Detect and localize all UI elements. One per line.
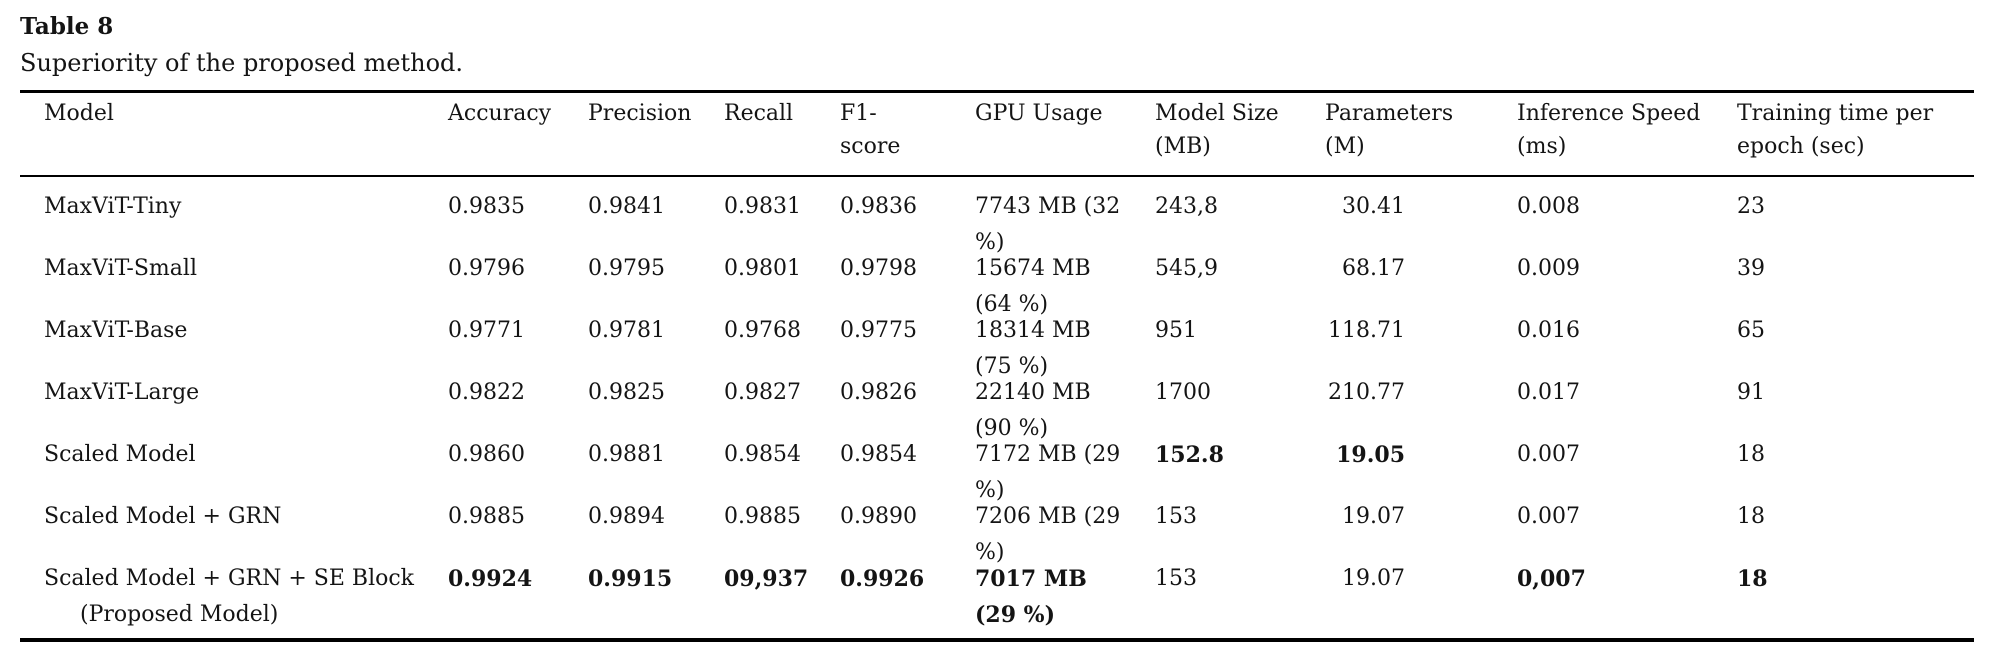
table-cell: 0.9836 [840, 194, 917, 219]
table-cell: 153 [1155, 504, 1197, 529]
table-number: Table 8 [20, 13, 114, 40]
table-cell: 0.9775 [840, 318, 917, 343]
table-row: Scaled Model + GRN 0.9885 0.9894 0.9885 0.98… [44, 499, 1974, 565]
table-cell: 0.9915 [588, 566, 673, 592]
table-cell: 0.9854 [840, 442, 917, 467]
table-body: MaxViT-Tiny 0.9835 0.9841 0.9831 0.9836 7743 … [20, 175, 1974, 642]
header-cell: F1- score [840, 101, 901, 159]
paper-table-figure: Table 8 Superiority of the proposed meth… [20, 0, 1974, 642]
table-cell: 68.17 [1342, 256, 1405, 281]
table-cell: 0.9798 [840, 256, 917, 281]
table-row: MaxViT-Large 0.9822 0.9825 0.9827 0.9826 2214… [44, 375, 1974, 441]
table-cell: 0.9894 [588, 504, 665, 529]
table-row: Scaled Model 0.9860 0.9881 0.9854 0.9854 7172… [44, 437, 1974, 503]
table-row: Scaled Model + GRN + SE Block (Proposed … [44, 561, 1974, 628]
table-cell: 243,8 [1155, 194, 1218, 219]
table-cell: 0.009 [1517, 256, 1580, 281]
table-cell: 0.9881 [588, 442, 665, 467]
table-cell: 0.9781 [588, 318, 665, 343]
table-cell: 545,9 [1155, 256, 1218, 281]
table-cell: 7172 MB (29 %) [975, 442, 1121, 503]
table-cell: 0.9795 [588, 256, 665, 281]
table-cell: 0.9924 [448, 566, 533, 592]
table-cell: 23 [1737, 194, 1765, 219]
table-cell: 0.9841 [588, 194, 665, 219]
table-cell: 0.9835 [448, 194, 525, 219]
table-cell: 65 [1737, 318, 1765, 343]
table-cell: MaxViT-Base [44, 318, 188, 343]
table-cell: 19.07 [1342, 504, 1405, 529]
table-header: Model Accuracy Precision Recall F1- score GPU… [20, 90, 1974, 175]
header-cell: GPU Usage [975, 101, 1103, 126]
table-cell: 0.9771 [448, 318, 525, 343]
table-cell: 09,937 [724, 566, 809, 592]
table-cell: 19.07 [1342, 566, 1405, 591]
table-cell: 0,007 [1517, 566, 1586, 592]
table-cell: 152.8 [1155, 442, 1224, 468]
table-cell: 39 [1737, 256, 1765, 281]
table-cell: 7206 MB (29 %) [975, 504, 1121, 565]
table-caption-text: Superiority of the proposed method. [20, 49, 464, 77]
table-cell: 0.9801 [724, 256, 801, 281]
table-cell: 18 [1737, 566, 1768, 592]
table-cell: 0.9796 [448, 256, 525, 281]
table-cell: MaxViT-Large [44, 380, 200, 405]
header-cell: Model Size (MB) [1155, 101, 1279, 159]
table-cell: 0.9822 [448, 380, 525, 405]
table-cell: 7017 MB (29 %) [975, 566, 1087, 628]
table-cell: 951 [1155, 318, 1197, 343]
table-cell: MaxViT-Tiny [44, 194, 182, 219]
table-cell: 15674 MB (64 %) [975, 256, 1091, 317]
table-cell: Scaled Model + GRN [44, 504, 282, 529]
table-cell: 0.016 [1517, 318, 1580, 343]
data-table: Model Accuracy Precision Recall F1- score GPU… [20, 90, 1974, 642]
table-cell: Scaled Model + GRN + SE Block (Proposed … [44, 566, 415, 627]
table-cell: 153 [1155, 566, 1197, 591]
table-cell: 22140 MB (90 %) [975, 380, 1091, 441]
table-cell: 0.007 [1517, 504, 1580, 529]
table-cell: 0.007 [1517, 442, 1580, 467]
table-cell: 0.9860 [448, 442, 525, 467]
table-cell: 0.9926 [840, 566, 925, 592]
table-cell: 0.9890 [840, 504, 917, 529]
table-cell: 0.008 [1517, 194, 1580, 219]
table-row: MaxViT-Tiny 0.9835 0.9841 0.9831 0.9836 7743 … [44, 189, 1974, 255]
table-cell: 210.77 [1328, 380, 1405, 405]
table-cell: 30.41 [1342, 194, 1405, 219]
header-cell: Inference Speed (ms) [1517, 101, 1701, 159]
table-cell: 18 [1737, 442, 1765, 467]
table-cell: 0.9768 [724, 318, 801, 343]
table-row: MaxViT-Base 0.9771 0.9781 0.9768 0.9775 18314… [44, 313, 1974, 379]
table-cell: 18 [1737, 504, 1765, 529]
table-cell: Scaled Model [44, 442, 196, 467]
header-cell: Parameters (M) [1325, 101, 1454, 159]
header-cell: Training time per epoch (sec) [1737, 101, 1934, 159]
header-cell: Accuracy [448, 101, 552, 126]
table-cell: 0.9826 [840, 380, 917, 405]
table-cell: 0.9831 [724, 194, 801, 219]
table-cell: 0.9885 [724, 504, 801, 529]
table-cell: 0.9825 [588, 380, 665, 405]
table-row: MaxViT-Small 0.9796 0.9795 0.9801 0.9798 1567… [44, 251, 1974, 317]
table-cell: 18314 MB (75 %) [975, 318, 1091, 379]
table-cell: 19.05 [1336, 442, 1405, 468]
table-cell: 0.9854 [724, 442, 801, 467]
table-cell: 118.71 [1328, 318, 1405, 343]
table-cell: 0.9827 [724, 380, 801, 405]
header-cell: Precision [588, 101, 692, 126]
header-cell: Recall [724, 101, 794, 126]
table-cell: 7743 MB (32 %) [975, 194, 1121, 255]
table-cell: MaxViT-Small [44, 256, 197, 281]
header-cell: Model [44, 101, 114, 126]
table-cell: 0.9885 [448, 504, 525, 529]
table-cell: 91 [1737, 380, 1765, 405]
table-cell: 0.017 [1517, 380, 1580, 405]
table-caption: Table 8 Superiority of the proposed meth… [20, 13, 1974, 78]
table-cell: 1700 [1155, 380, 1211, 405]
